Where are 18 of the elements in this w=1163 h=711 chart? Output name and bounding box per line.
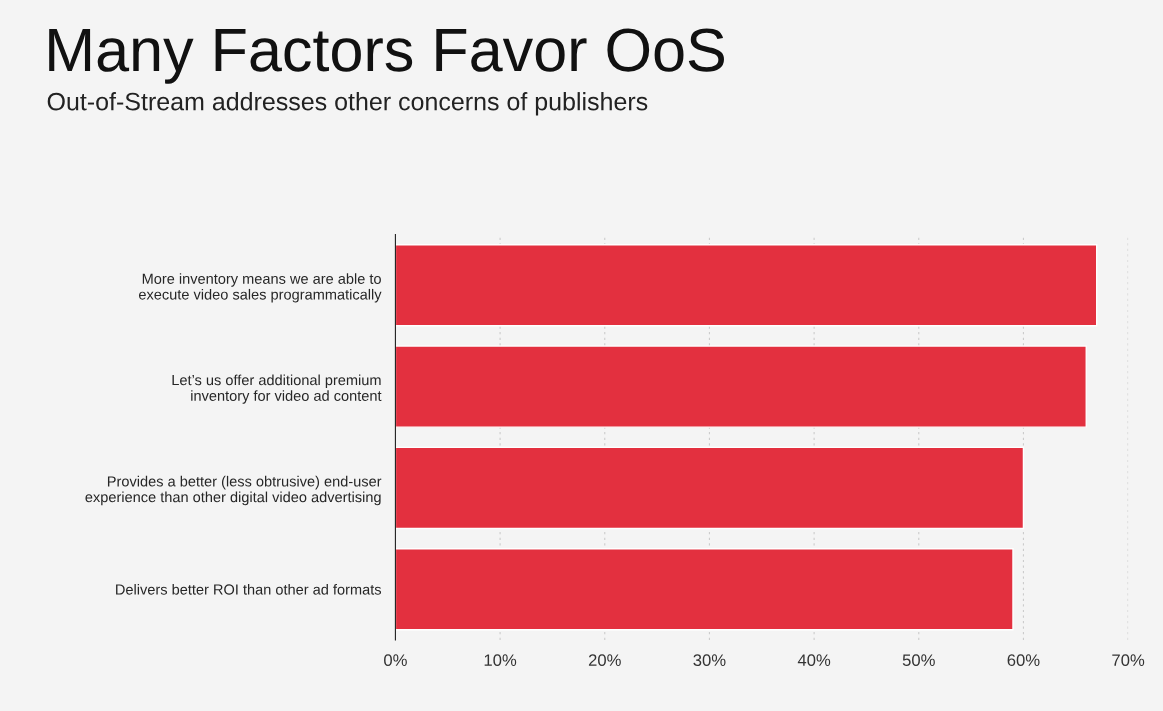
y-tick-label: Let’s us offer additional premium inventory for video ad content	[172, 374, 382, 404]
y-tick-label: Provides a better (less obtrusive) end-user experience than other digital video advertising	[85, 475, 382, 506]
x-tick-label: 60%	[1007, 654, 1040, 667]
bar	[395, 548, 1014, 631]
x-tick-label: 30%	[693, 654, 726, 667]
x-tick-label: 70%	[1112, 654, 1145, 667]
bar	[395, 244, 1098, 327]
x-tick-label: 40%	[797, 654, 831, 667]
bar	[395, 345, 1087, 428]
x-tick-label: 50%	[902, 654, 935, 667]
x-tick-label: 0%	[384, 654, 407, 667]
x-tick-label: 20%	[588, 654, 621, 667]
chart-subtitle: Out-of-Stream addresses other concerns of publishers	[47, 92, 648, 116]
chart-title: Many Factors Favor OoS	[49, 28, 724, 84]
y-tick-label: Delivers better ROI than other ad formats	[116, 583, 382, 595]
x-tick-label: 10%	[484, 654, 517, 667]
y-tick-label: More inventory means we are able to execute video sales programmatically	[139, 273, 382, 303]
bar	[395, 446, 1025, 530]
